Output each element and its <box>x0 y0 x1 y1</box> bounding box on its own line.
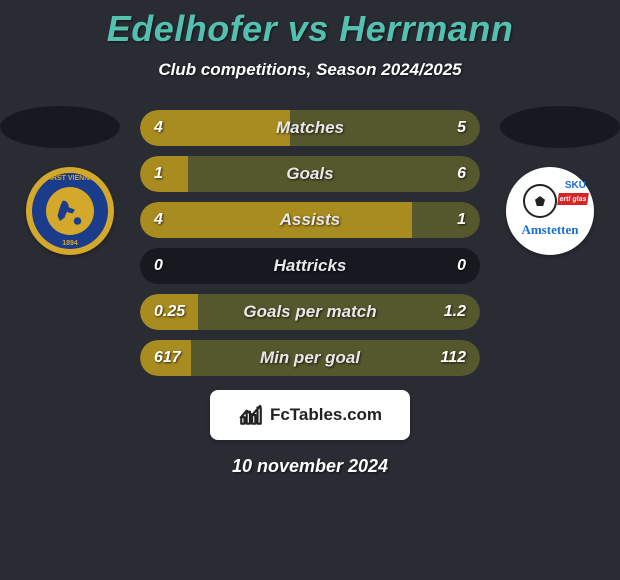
stat-right-value: 0 <box>457 257 466 275</box>
stat-right-value: 6 <box>457 165 466 183</box>
stat-row: Matches 4 5 <box>140 110 480 146</box>
stat-row: Goals 1 6 <box>140 156 480 192</box>
stat-row: Goals per match 0.25 1.2 <box>140 294 480 330</box>
subtitle: Club competitions, Season 2024/2025 <box>0 60 620 80</box>
stat-right-value: 112 <box>440 349 466 367</box>
stat-left-value: 617 <box>154 349 181 367</box>
stat-fill-right <box>412 202 480 238</box>
left-logo-ring: FIRST VIENNA 1894 <box>32 173 108 249</box>
brand-box: FcTables.com <box>210 390 410 440</box>
stat-bars: Matches 4 5 Goals 1 6 Assists 4 1 Hattricks 0 0 Goal… <box>140 110 480 376</box>
stat-right-value: 5 <box>457 119 466 137</box>
stat-fill-left <box>140 202 412 238</box>
left-logo-text-top: FIRST VIENNA <box>46 175 95 182</box>
stat-right-value: 1 <box>457 211 466 229</box>
right-logo-bottom: Amstetten <box>521 222 578 238</box>
stat-label: Hattricks <box>274 256 347 276</box>
stat-left-value: 0.25 <box>154 303 185 321</box>
player-silhouette-icon <box>55 196 85 226</box>
left-logo-year: 1894 <box>62 240 78 247</box>
infographic-root: Edelhofer vs Herrmann Club competitions,… <box>0 0 620 580</box>
stat-fill-right <box>188 156 480 192</box>
stats-area: FIRST VIENNA 1894 SKU ertl glas Amstette… <box>0 110 620 376</box>
right-logo-inner: SKU ertl glas Amstetten <box>514 175 586 247</box>
right-ellipse <box>500 106 620 148</box>
right-logo-ertl: ertl glas <box>557 193 589 205</box>
soccer-ball-icon <box>523 184 557 218</box>
stat-right-value: 1.2 <box>444 303 466 321</box>
stat-label: Goals per match <box>243 302 376 322</box>
left-ellipse <box>0 106 120 148</box>
stat-label: Assists <box>280 210 340 230</box>
brand-text: FcTables.com <box>270 405 382 425</box>
stat-left-value: 4 <box>154 119 163 137</box>
stat-left-value: 1 <box>154 165 163 183</box>
left-club-logo: FIRST VIENNA 1894 <box>26 167 114 255</box>
left-logo-center <box>46 187 94 235</box>
stat-row: Min per goal 617 112 <box>140 340 480 376</box>
right-logo-sku: SKU <box>565 181 586 191</box>
stat-label: Matches <box>276 118 344 138</box>
stat-left-value: 0 <box>154 257 163 275</box>
stat-row: Hattricks 0 0 <box>140 248 480 284</box>
page-title: Edelhofer vs Herrmann <box>0 8 620 50</box>
stat-row: Assists 4 1 <box>140 202 480 238</box>
brand-chart-icon <box>238 402 264 428</box>
stat-label: Min per goal <box>260 348 360 368</box>
stat-label: Goals <box>286 164 333 184</box>
date-line: 10 november 2024 <box>0 456 620 477</box>
stat-left-value: 4 <box>154 211 163 229</box>
right-club-logo: SKU ertl glas Amstetten <box>506 167 594 255</box>
stat-fill-left <box>140 156 188 192</box>
